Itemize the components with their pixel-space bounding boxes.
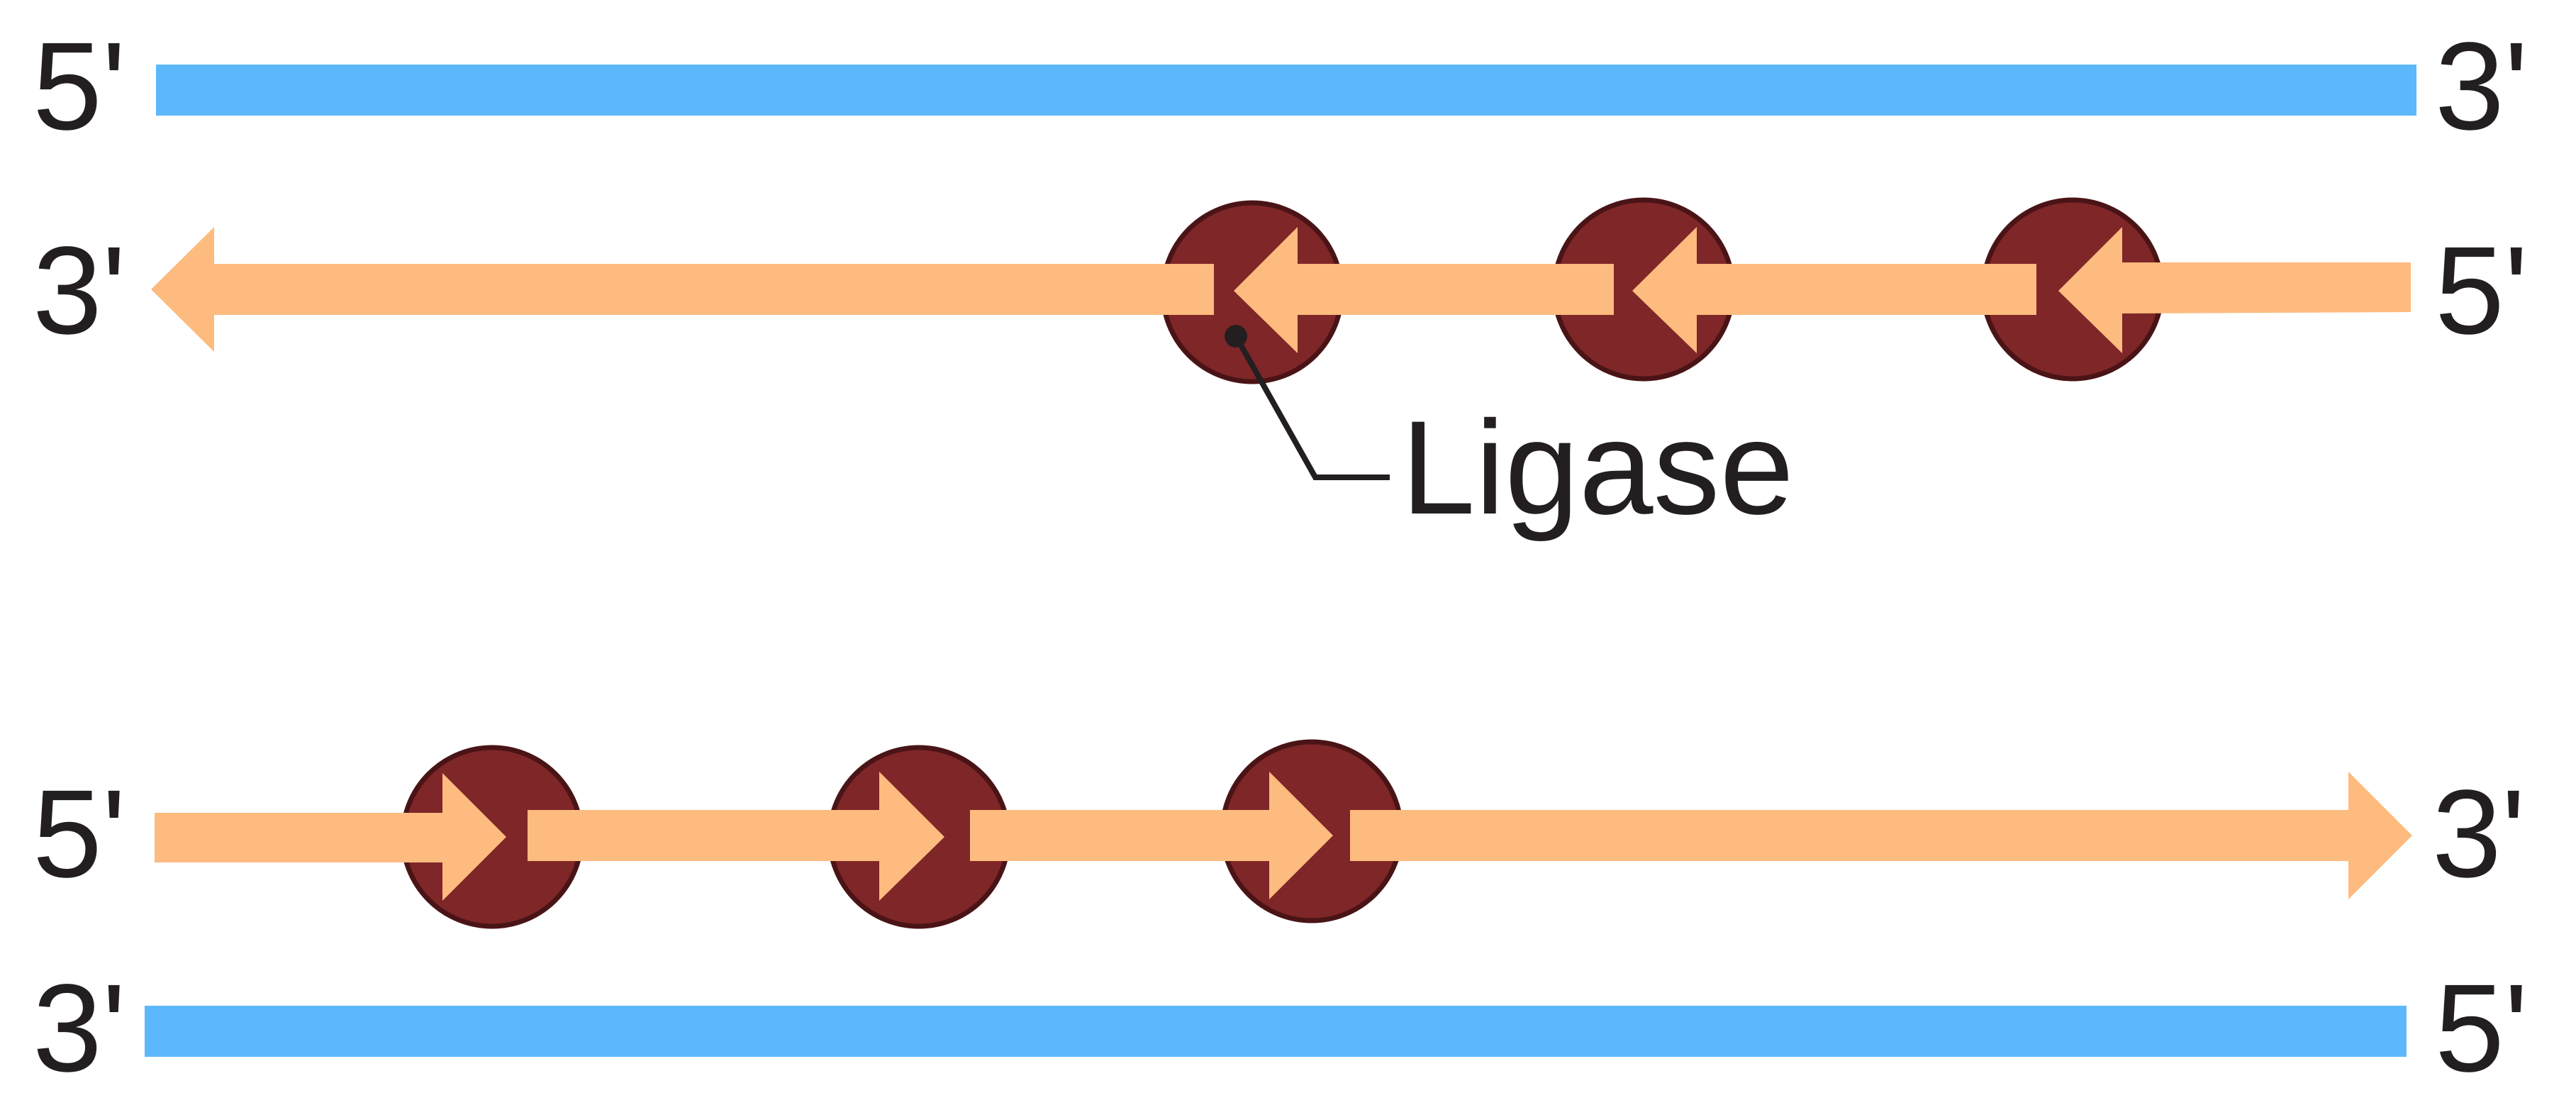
top-lagging-left-label: 3' [33, 221, 126, 360]
bottom-template-left-label: 3' [33, 959, 126, 1098]
bottom-leading-left-label: 5' [33, 765, 126, 904]
bottom-template-strand [145, 1006, 2407, 1057]
top-lagging-right-label: 5' [2435, 221, 2528, 360]
callout-leader-line [1233, 335, 1390, 480]
bottom-duplex: 5' 3' 3' 5' [33, 739, 2528, 1098]
top-template-left-label: 5' [33, 17, 126, 156]
top-fragment-3 [1632, 227, 2036, 353]
bottom-fragment-1 [155, 773, 506, 901]
top-fragment-2 [1234, 227, 1614, 353]
top-template-strand [156, 65, 2416, 116]
bottom-leading-right-label: 3' [2432, 765, 2525, 904]
top-fragment-4 [2058, 227, 2411, 353]
bottom-template-right-label: 5' [2435, 959, 2528, 1098]
ligase-callout: Ligase [1225, 325, 1794, 542]
bottom-fragment-2 [528, 772, 944, 901]
bottom-fragment-3 [970, 772, 1333, 899]
bottom-fragment-4 [1350, 772, 2412, 899]
top-duplex: 5' 3' 3' 5' [33, 17, 2528, 384]
bottom-leading-strand [155, 739, 2412, 929]
top-lagging-strand [151, 197, 2411, 384]
top-fragment-1 [151, 227, 1214, 352]
ligase-label: Ligase [1401, 393, 1794, 542]
top-template-right-label: 3' [2435, 17, 2528, 156]
